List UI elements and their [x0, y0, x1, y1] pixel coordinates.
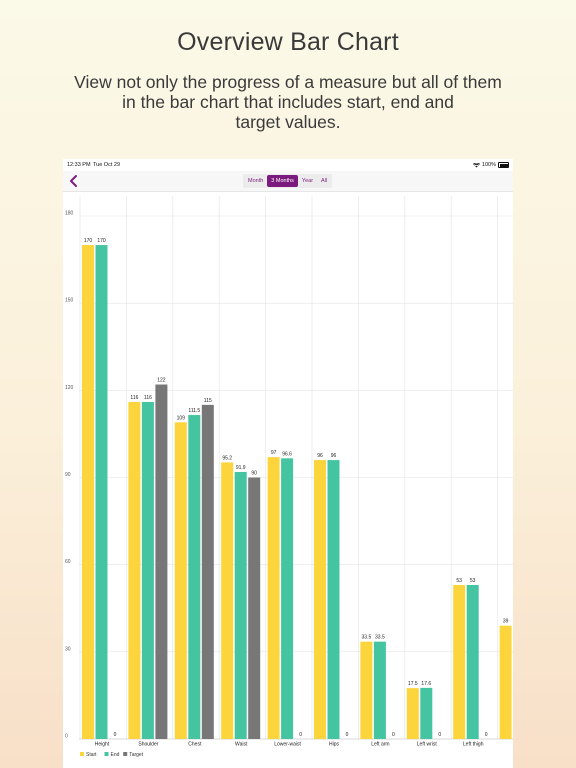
promo-headline: Overview Bar Chart [177, 28, 399, 56]
bar-target [155, 384, 168, 739]
bar-value-label: 97 [271, 450, 277, 456]
battery-percent: 100% [481, 162, 496, 168]
bar-value-label: 53 [456, 578, 462, 584]
x-category-label: Waist [235, 742, 248, 748]
bar-value-label: 53 [470, 578, 476, 584]
nav-bar: Month 3 Months Year All [63, 171, 513, 192]
legend-label: End [111, 752, 120, 758]
segment-month[interactable]: Month [248, 178, 264, 184]
bar-start [453, 585, 466, 739]
y-tick-label: 30 [65, 646, 71, 652]
legend-swatch-end [104, 752, 109, 756]
bar-end [281, 458, 294, 739]
x-category-label: Left arm [371, 742, 389, 748]
y-tick-label: 90 [65, 472, 71, 478]
bar-value-label: 0 [438, 732, 441, 738]
x-category-label: Left thigh [463, 742, 484, 748]
x-category-label: Height [95, 742, 110, 748]
bar-end [234, 471, 247, 739]
status-date: Tue Oct 29 [93, 162, 121, 168]
bar-value-label: 90 [251, 471, 257, 477]
y-tick-label: 120 [65, 385, 74, 391]
bar-value-label: 109 [177, 415, 186, 421]
y-tick-label: 0 [65, 734, 68, 740]
promo-subtitle-line: View not only the progress of a measure … [74, 72, 502, 92]
promo-subtitle-line: target values. [235, 112, 341, 132]
x-category-label: Left wrist [417, 742, 438, 748]
bar-value-label: 39 [503, 619, 509, 625]
bar-value-label: 17.6 [421, 681, 431, 687]
x-category-label: Shoulder [138, 742, 158, 748]
bar-end [327, 460, 340, 739]
bar-value-label: 170 [84, 238, 93, 244]
bar-value-label: 116 [130, 395, 138, 401]
bar-start [406, 688, 419, 739]
y-tick-label: 60 [65, 559, 71, 565]
bar-value-label: 0 [114, 732, 117, 738]
chevron-left-icon [70, 175, 77, 187]
bar-value-label: 96 [317, 453, 323, 459]
bar-start [499, 625, 512, 739]
bar-start [360, 641, 373, 739]
bar-value-label: 33.5 [362, 635, 372, 641]
bar-value-label: 115 [204, 398, 212, 404]
bar-chart: 0 30 60 90 120 150 180 170 170 0 Height 116 116 122 Sh… [65, 196, 513, 758]
segment-3-months[interactable]: 3 Months [267, 175, 298, 187]
bar-start [82, 245, 94, 740]
bar-value-label: 96.6 [282, 451, 292, 457]
legend-label: Start [86, 752, 97, 758]
bar-end [141, 401, 154, 739]
x-category-label: Hips [329, 742, 340, 748]
bar-end [373, 641, 386, 739]
bar-value-label: 111.5 [188, 408, 200, 414]
bar-value-label: 95.2 [222, 455, 232, 461]
status-bar: 12:33 PM Tue Oct 29 100% [63, 159, 513, 171]
bar-value-label: 0 [485, 732, 488, 738]
device-screen: 12:33 PM Tue Oct 29 100% Month 3 Months … [63, 159, 513, 768]
back-button[interactable] [67, 174, 81, 188]
wifi-icon [472, 162, 480, 167]
bar-start [221, 462, 234, 739]
bar-value-label: 116 [144, 395, 152, 401]
bar-value-label: 96 [331, 453, 337, 459]
legend-label: Target [129, 752, 144, 758]
bar-value-label: 0 [392, 732, 395, 738]
bar-end [466, 585, 479, 739]
bar-start [267, 457, 280, 739]
status-right: 100% [472, 162, 509, 168]
bar-start [128, 401, 141, 739]
bar-value-label: 122 [157, 378, 166, 384]
status-time: 12:33 PM [67, 162, 91, 168]
bar-start [174, 422, 187, 739]
battery-icon [498, 162, 509, 168]
legend-swatch-target [123, 752, 128, 756]
bar-end [188, 415, 201, 739]
bar-start [314, 460, 326, 739]
segment-all[interactable]: All [321, 178, 328, 184]
promo-subtitle: View not only the progress of a measure … [48, 72, 528, 132]
bar-value-label: 33.5 [375, 635, 385, 641]
y-tick-label: 150 [65, 298, 74, 304]
legend-swatch-start [80, 752, 84, 756]
x-category-label: Chest [188, 742, 202, 748]
x-category-label: Lower-waist [274, 742, 301, 748]
bar-value-label: 0 [299, 732, 302, 738]
bar-value-label: 17.5 [408, 681, 418, 687]
bar-value-label: 91.9 [236, 465, 246, 471]
promo-subtitle-line: in the bar chart that includes start, en… [122, 92, 454, 112]
bar-target [201, 404, 214, 739]
segment-year[interactable]: Year [301, 178, 314, 184]
period-segmented-control: Month 3 Months Year All [243, 174, 333, 188]
bar-end [420, 687, 433, 739]
y-tick-label: 180 [65, 211, 74, 217]
bar-value-label: 0 [346, 732, 349, 738]
bar-target [248, 477, 261, 739]
bar-value-label: 170 [97, 238, 106, 244]
bar-end [95, 245, 108, 740]
